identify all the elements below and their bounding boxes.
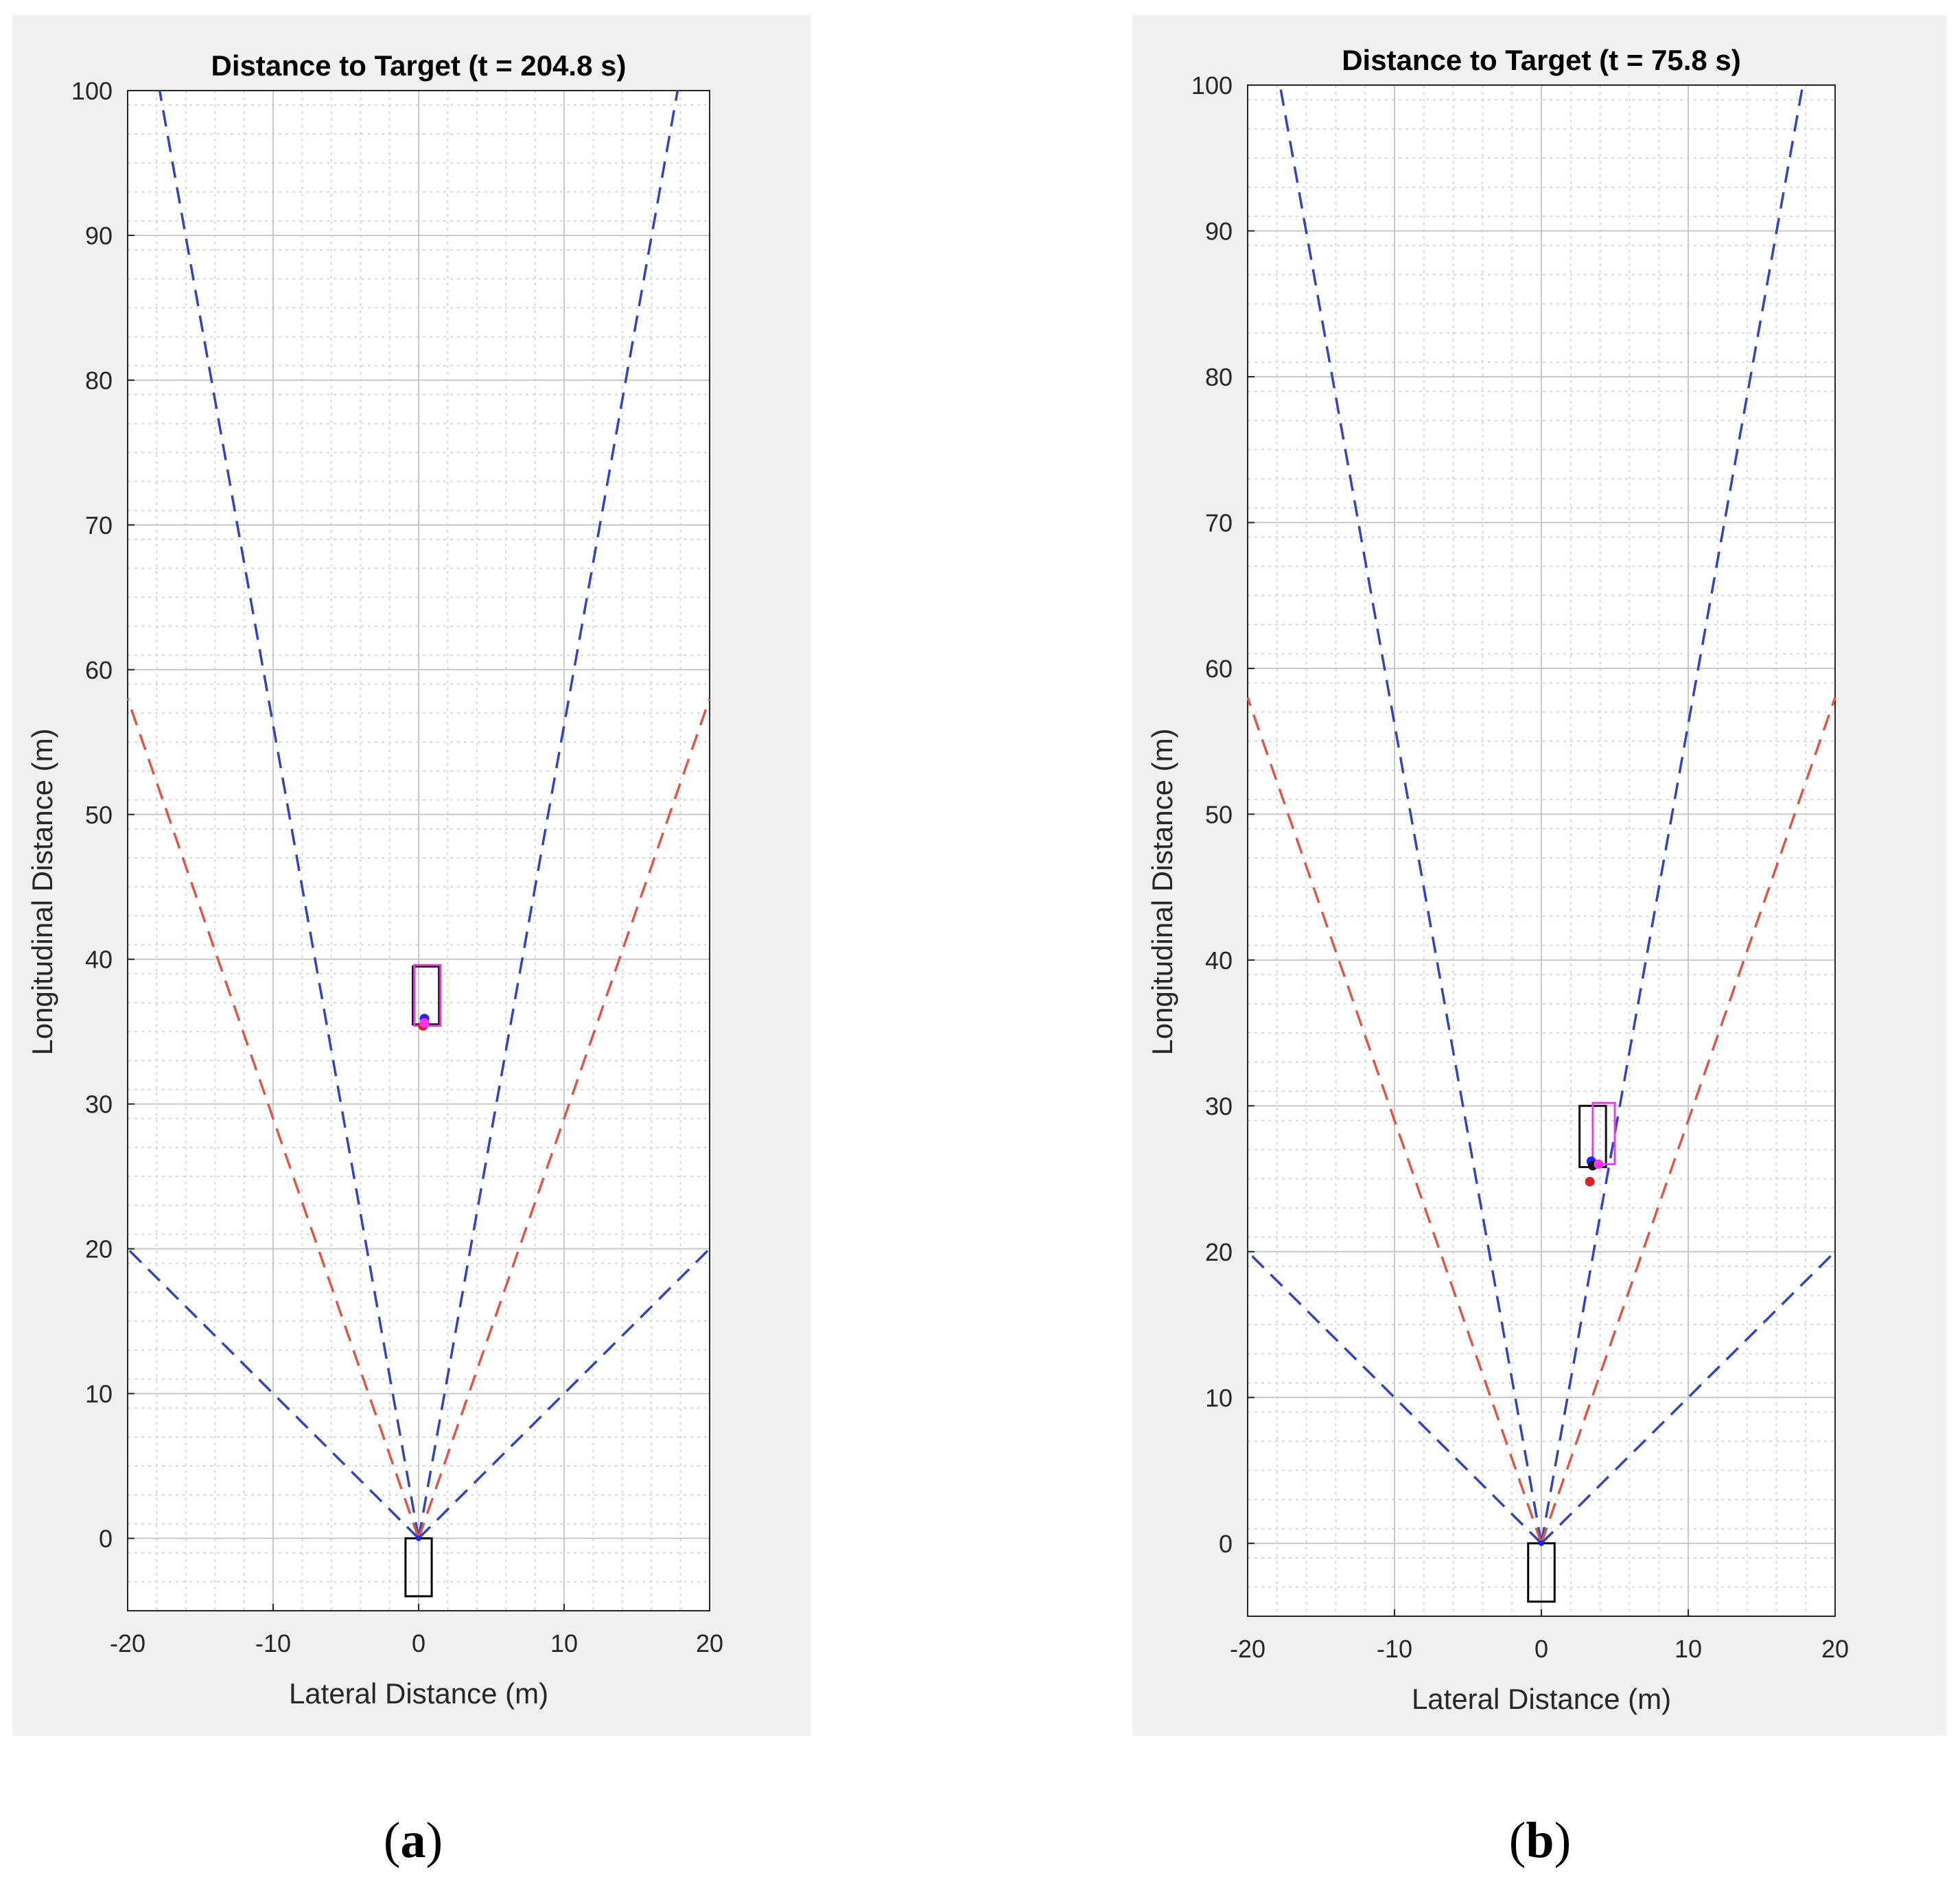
caption-a: (a) <box>345 1812 482 1870</box>
coverage-line-mid-range-right <box>1540 697 1836 1544</box>
y-axis-label: Longitudinal Distance (m) <box>1146 728 1178 1055</box>
x-tick-label: 10 <box>1675 1635 1702 1663</box>
y-tick-label: 80 <box>85 366 113 395</box>
coverage-line-mid-range-left <box>1246 697 1543 1544</box>
y-tick-label: 0 <box>1219 1530 1233 1558</box>
chart-title: Distance to Target (t = 75.8 s) <box>1342 44 1741 76</box>
y-tick-label: 70 <box>85 511 113 539</box>
y-tick-label: 10 <box>85 1380 113 1408</box>
y-tick-label: 50 <box>85 801 113 829</box>
y-tick-label: 20 <box>1205 1238 1233 1266</box>
coverage-lines <box>1246 84 1836 1545</box>
x-tick-label: 20 <box>1821 1635 1849 1663</box>
coverage-line-mid-range-left <box>126 698 420 1539</box>
y-tick-label: 0 <box>99 1525 113 1553</box>
target-box-magenta <box>1591 1102 1616 1165</box>
sensor-origin <box>1539 1540 1544 1546</box>
y-tick-label: 30 <box>1205 1092 1233 1120</box>
chart-b: -20 -10 0 10 20 0 10 20 30 40 50 60 70 80 90 100 Distanc… <box>1146 44 1849 1715</box>
ticks: -20 -10 0 10 20 0 10 20 30 40 50 60 70 80 90 100 <box>1191 71 1849 1663</box>
y-tick-label: 30 <box>85 1091 113 1119</box>
x-tick-label: -20 <box>1230 1635 1265 1663</box>
x-tick-label: 0 <box>1535 1635 1548 1663</box>
caption-b-letter: b <box>1526 1813 1554 1869</box>
y-tick-label: 60 <box>85 656 113 684</box>
coverage-line-wide-left <box>1246 1250 1543 1545</box>
y-tick-label: 90 <box>1205 217 1233 245</box>
caption-b-open: ( <box>1508 1813 1526 1869</box>
y-axis-label: Longitudinal Distance (m) <box>26 728 58 1055</box>
x-axis-label: Lateral Distance (m) <box>289 1677 548 1710</box>
target-point-magenta <box>1594 1159 1604 1169</box>
chart-a: -20 -10 0 10 20 0 10 20 30 40 50 60 70 80 90 100 Distanc… <box>26 49 723 1710</box>
x-tick-label: -10 <box>1377 1635 1412 1663</box>
y-tick-label: 60 <box>1205 655 1233 683</box>
coverage-line-wide-right <box>1540 1250 1836 1545</box>
coverage-lines <box>126 90 711 1539</box>
x-tick-label: 0 <box>412 1629 425 1657</box>
x-tick-label: -10 <box>255 1629 291 1657</box>
y-tick-label: 70 <box>1205 509 1233 537</box>
caption-a-close: ) <box>425 1813 443 1869</box>
coverage-line-mid-range-right <box>417 698 711 1539</box>
target-points <box>1585 1156 1604 1187</box>
target-point-magenta <box>419 1018 430 1028</box>
x-tick-label: -20 <box>110 1629 145 1657</box>
chart-panel-b: -20 -10 0 10 20 0 10 20 30 40 50 60 70 80 90 100 Distanc… <box>1132 15 1946 1736</box>
y-tick-label: 20 <box>85 1235 113 1263</box>
coverage-line-long-range-left <box>1279 84 1543 1544</box>
coverage-line-long-range-left <box>158 90 420 1539</box>
y-tick-label: 100 <box>1191 71 1233 100</box>
coverage-line-wide-left <box>126 1248 420 1539</box>
y-tick-label: 100 <box>71 77 113 105</box>
y-tick-label: 90 <box>85 222 113 250</box>
y-tick-label: 80 <box>1205 363 1233 391</box>
caption-a-letter: a <box>400 1813 426 1869</box>
y-tick-label: 50 <box>1205 800 1233 828</box>
y-tick-label: 10 <box>1205 1384 1233 1412</box>
x-tick-label: 20 <box>696 1629 723 1657</box>
y-tick-label: 40 <box>1205 946 1233 975</box>
ticks: -20 -10 0 10 20 0 10 20 30 40 50 60 70 80 90 100 <box>71 77 723 1657</box>
chart-title: Distance to Target (t = 204.8 s) <box>211 49 627 82</box>
target-points <box>418 1014 430 1031</box>
caption-b-close: ) <box>1554 1813 1572 1869</box>
coverage-line-wide-right <box>417 1248 711 1539</box>
coverage-line-long-range-right <box>417 90 679 1539</box>
chart-panel-a: -20 -10 0 10 20 0 10 20 30 40 50 60 70 80 90 100 Distanc… <box>12 15 811 1736</box>
y-tick-label: 40 <box>85 946 113 974</box>
target-point-red <box>1585 1176 1595 1187</box>
x-axis-label: Lateral Distance (m) <box>1412 1683 1671 1715</box>
caption-b: (b) <box>1471 1812 1609 1870</box>
x-tick-label: 10 <box>550 1629 578 1657</box>
coverage-line-long-range-right <box>1540 84 1804 1544</box>
caption-a-open: ( <box>383 1813 401 1869</box>
sensor-origin <box>416 1535 421 1541</box>
